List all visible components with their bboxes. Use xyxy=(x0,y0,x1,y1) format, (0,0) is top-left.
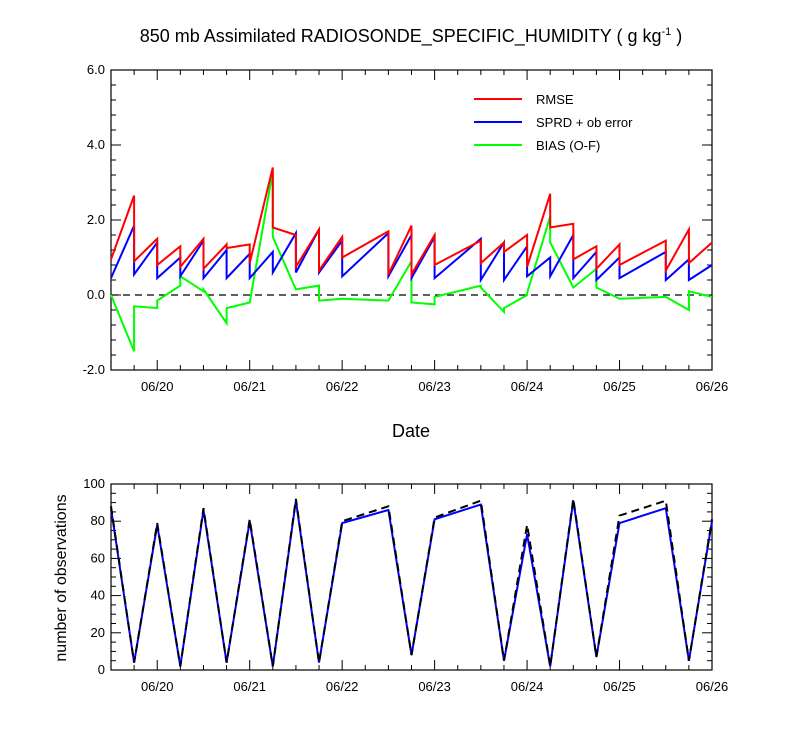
bottom-x-tick-label: 06/20 xyxy=(141,679,174,694)
top-y-tick-label: -2.0 xyxy=(83,362,105,377)
bottom-plot-panel: 06/20 06/21 06/22 06/23 06/24 06/25 06/26 0 20 40… xyxy=(83,476,728,694)
bottom-y-axis-label: number of observations xyxy=(53,494,70,661)
top-x-axis-label: Date xyxy=(392,421,430,441)
top-y-tick-label: 0.0 xyxy=(87,287,105,302)
bottom-y-tick-label: 100 xyxy=(83,476,105,491)
bottom-x-tick-label: 06/24 xyxy=(511,679,544,694)
top-series-0-line xyxy=(110,167,713,279)
top-y-tick-label: 2.0 xyxy=(87,212,105,227)
top-x-tick-label: 06/26 xyxy=(696,379,729,394)
bottom-x-tick-label: 06/21 xyxy=(233,679,266,694)
legend-label-2: BIAS (O-F) xyxy=(536,138,600,153)
bottom-y-tick-label: 0 xyxy=(98,662,105,677)
chart-title: 850 mb Assimilated RADIOSONDE_SPECIFIC_H… xyxy=(140,26,683,47)
bottom-y-tick-label: 80 xyxy=(91,513,105,528)
bottom-y-tick-label: 20 xyxy=(91,625,105,640)
top-y-tick-label: 6.0 xyxy=(87,62,105,77)
top-legend: RMSE SPRD + ob error BIAS (O-F) xyxy=(474,92,633,153)
legend-label-1: SPRD + ob error xyxy=(536,115,633,130)
bottom-x-tick-label: 06/22 xyxy=(326,679,359,694)
bottom-series-1-line xyxy=(110,498,713,667)
top-x-tick-label: 06/23 xyxy=(418,379,451,394)
bottom-x-tick-label: 06/26 xyxy=(696,679,729,694)
top-x-tick-label: 06/20 xyxy=(141,379,174,394)
top-x-tick-label: 06/24 xyxy=(511,379,544,394)
legend-label-0: RMSE xyxy=(536,92,574,107)
bottom-x-tick-label: 06/23 xyxy=(418,679,451,694)
bottom-y-tick-label: 60 xyxy=(91,550,105,565)
bottom-y-tick-label: 40 xyxy=(91,588,105,603)
bottom-plot-frame xyxy=(110,483,713,671)
top-y-tick-label: 4.0 xyxy=(87,137,105,152)
top-x-tick-label: 06/22 xyxy=(326,379,359,394)
bottom-x-tick-label: 06/25 xyxy=(603,679,636,694)
top-plot-panel: 06/20 06/21 06/22 06/23 06/24 06/25 06/26 -2.0 0… xyxy=(83,62,729,394)
top-x-tick-label: 06/25 xyxy=(603,379,636,394)
top-x-tick-label: 06/21 xyxy=(233,379,266,394)
